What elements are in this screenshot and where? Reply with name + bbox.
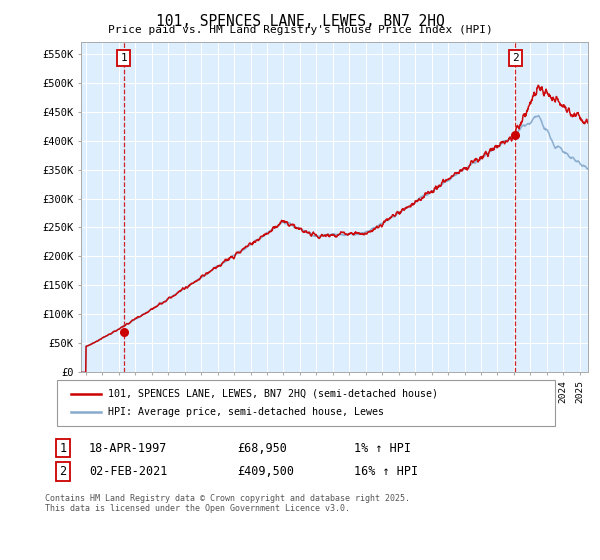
Text: 16% ↑ HPI: 16% ↑ HPI (354, 465, 418, 478)
Text: 18-APR-1997: 18-APR-1997 (89, 441, 167, 455)
Text: HPI: Average price, semi-detached house, Lewes: HPI: Average price, semi-detached house,… (108, 407, 384, 417)
Text: 1: 1 (120, 53, 127, 63)
Text: 02-FEB-2021: 02-FEB-2021 (89, 465, 167, 478)
Text: 2: 2 (512, 53, 518, 63)
Text: £409,500: £409,500 (237, 465, 294, 478)
Text: 101, SPENCES LANE, LEWES, BN7 2HQ (semi-detached house): 101, SPENCES LANE, LEWES, BN7 2HQ (semi-… (108, 389, 438, 399)
Text: Price paid vs. HM Land Registry's House Price Index (HPI): Price paid vs. HM Land Registry's House … (107, 25, 493, 35)
Text: £68,950: £68,950 (237, 441, 287, 455)
Text: 1% ↑ HPI: 1% ↑ HPI (354, 441, 411, 455)
Text: 2: 2 (59, 465, 67, 478)
Text: Contains HM Land Registry data © Crown copyright and database right 2025.
This d: Contains HM Land Registry data © Crown c… (45, 494, 410, 514)
Text: 1: 1 (59, 441, 67, 455)
Text: 101, SPENCES LANE, LEWES, BN7 2HQ: 101, SPENCES LANE, LEWES, BN7 2HQ (155, 14, 445, 29)
